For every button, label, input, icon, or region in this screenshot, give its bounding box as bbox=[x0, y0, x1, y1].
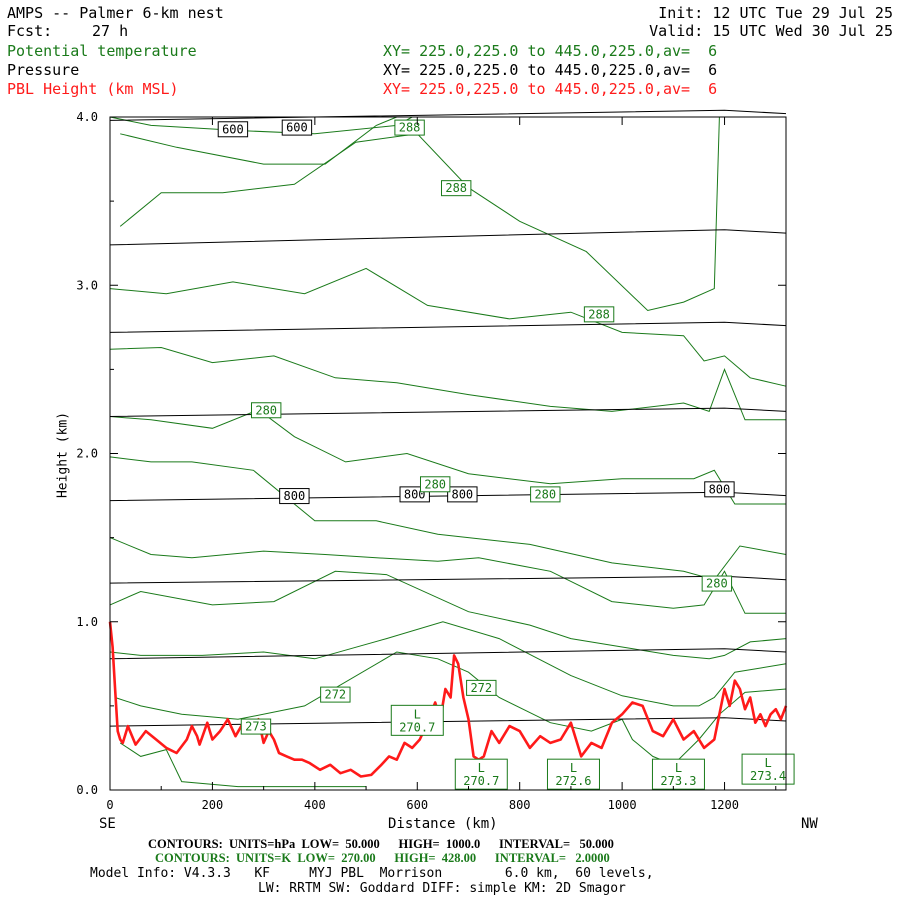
low-marker-box bbox=[546, 758, 600, 790]
low-marker-box bbox=[390, 704, 444, 736]
low-marker: L bbox=[764, 756, 771, 770]
theta-contour-label-box bbox=[440, 180, 472, 197]
x-tick-label: 1000 bbox=[608, 798, 637, 812]
low-marker: L bbox=[414, 707, 421, 721]
pressure-contour-label-box bbox=[279, 488, 310, 505]
x-tick-label: 0 bbox=[106, 798, 113, 812]
legend-pressure-name: Pressure bbox=[7, 61, 80, 79]
x-axis-label: Distance (km) bbox=[388, 816, 498, 832]
pressure-contour-label-box bbox=[281, 119, 313, 136]
theta-contour-label-box bbox=[530, 486, 561, 503]
theta-contours bbox=[109, 116, 787, 791]
pressure-contour-label: 800 bbox=[451, 487, 473, 501]
low-marker: L bbox=[570, 761, 577, 775]
theta-contour-label-box bbox=[466, 679, 497, 696]
theta-contour-label: 288 bbox=[445, 181, 467, 195]
theta-contour-line bbox=[109, 621, 787, 707]
low-marker-value: 273.3 bbox=[660, 774, 696, 788]
y-tick-label: 2.0 bbox=[76, 447, 98, 461]
theta-contour-line bbox=[109, 456, 787, 581]
chart-title: AMPS -- Palmer 6-km nest bbox=[7, 4, 224, 22]
low-marker-box bbox=[741, 753, 795, 785]
theta-contour-label-box bbox=[250, 402, 282, 419]
legend-pbl-name: PBL Height (km MSL) bbox=[7, 80, 179, 98]
legend-pressure-xy: XY= 225.0,225.0 to 445.0,225.0,av= 6 bbox=[383, 61, 718, 79]
theta-contour-line bbox=[109, 346, 786, 421]
pressure-contour-line bbox=[109, 648, 787, 660]
pressure-contour-line bbox=[109, 575, 787, 584]
x-tick-label: 800 bbox=[509, 798, 531, 812]
pressure-contour-line bbox=[109, 109, 787, 121]
low-marker-box bbox=[454, 758, 508, 790]
low-marker-value: 273.4 bbox=[750, 769, 786, 783]
pressure-contour-label-box bbox=[704, 481, 735, 498]
y-axis-label: Height (km) bbox=[55, 411, 71, 499]
pressure-contour-label: 800 bbox=[709, 482, 731, 496]
low-marker: L bbox=[478, 761, 485, 775]
x-tick-label: 200 bbox=[202, 798, 224, 812]
theta-contour-line bbox=[109, 409, 786, 505]
theta-contour-label: 280 bbox=[706, 577, 728, 591]
se-label: SE bbox=[99, 816, 116, 832]
theta-contour-line bbox=[109, 267, 787, 387]
nw-label: NW bbox=[801, 816, 818, 832]
forecast-value: 27 h bbox=[92, 22, 129, 40]
y-tick-label: 4.0 bbox=[76, 110, 98, 124]
theta-contour-label: 272 bbox=[324, 688, 346, 702]
theta-contour-label: 280 bbox=[534, 487, 556, 501]
pressure-contour-label: 600 bbox=[222, 122, 244, 136]
theta-contour-label-box bbox=[419, 476, 451, 493]
legend-theta-xy: XY= 225.0,225.0 to 445.0,225.0,av= 6 bbox=[383, 42, 718, 60]
theta-contour-line bbox=[120, 116, 397, 165]
pressure-contours bbox=[109, 109, 787, 727]
theta-contour-label-box bbox=[320, 686, 351, 703]
y-tick-label: 3.0 bbox=[76, 278, 98, 292]
theta-contour-label-box bbox=[583, 306, 615, 323]
low-marker-value: 270.7 bbox=[463, 774, 499, 788]
theta-contour-label-box bbox=[240, 718, 272, 735]
theta-contour-info: CONTOURS: UNITS=K LOW= 270.00 HIGH= 428.… bbox=[155, 851, 610, 865]
pressure-contour-label-box bbox=[447, 486, 478, 503]
y-tick-label: 0.0 bbox=[76, 783, 98, 797]
theta-contour-label-box bbox=[701, 575, 733, 592]
legend-pbl-xy: XY= 225.0,225.0 to 445.0,225.0,av= 6 bbox=[383, 80, 718, 98]
pressure-contour-label: 600 bbox=[286, 121, 308, 135]
y-tick-label: 1.0 bbox=[76, 615, 98, 629]
theta-contour-label: 288 bbox=[588, 307, 610, 321]
theta-contour-label: 273 bbox=[245, 720, 267, 734]
theta-contour-label: 280 bbox=[255, 403, 277, 417]
pressure-contour-line bbox=[109, 321, 787, 333]
theta-contour-label: 272 bbox=[470, 681, 492, 695]
x-tick-label: 600 bbox=[406, 798, 428, 812]
theta-contour-line bbox=[119, 116, 720, 312]
x-tick-label: 400 bbox=[304, 798, 326, 812]
pressure-contour-line bbox=[109, 717, 787, 727]
pressure-contour-label-box bbox=[217, 121, 249, 138]
low-marker-value: 270.7 bbox=[399, 720, 435, 734]
axes: 0 200 400 600 800 1000 1200 0.0 1.0 2.0 3.0 4.0 bbox=[76, 110, 786, 812]
init-time: Init: 12 UTC Tue 29 Jul 25 bbox=[658, 4, 893, 22]
pressure-contour-line bbox=[109, 407, 787, 417]
theta-contour-line bbox=[114, 651, 787, 766]
plot-frame bbox=[109, 116, 787, 791]
x-tick-label: 1200 bbox=[710, 798, 739, 812]
low-marker: L bbox=[675, 761, 682, 775]
pressure-contour-info: CONTOURS: UNITS=hPa LOW= 50.000 HIGH= 10… bbox=[148, 837, 614, 851]
pressure-contour-line bbox=[109, 229, 787, 246]
theta-contour-label: 280 bbox=[424, 477, 446, 491]
pressure-contour-label: 800 bbox=[284, 489, 306, 503]
low-marker-value: 272.6 bbox=[555, 774, 591, 788]
theta-contour-label: 288 bbox=[399, 121, 421, 135]
valid-time: Valid: 15 UTC Wed 30 Jul 25 bbox=[649, 22, 893, 40]
model-info-2: LW: RRTM SW: Goddard DIFF: simple KM: 2D… bbox=[258, 881, 626, 896]
forecast-label: Fcst: bbox=[7, 22, 53, 40]
theta-contour-line bbox=[109, 570, 787, 660]
model-info: Model Info: V4.3.3 KF MYJ PBL Morrison 6… bbox=[90, 866, 654, 881]
legend-theta-name: Potential temperature bbox=[7, 42, 197, 60]
low-marker-box bbox=[651, 758, 705, 790]
